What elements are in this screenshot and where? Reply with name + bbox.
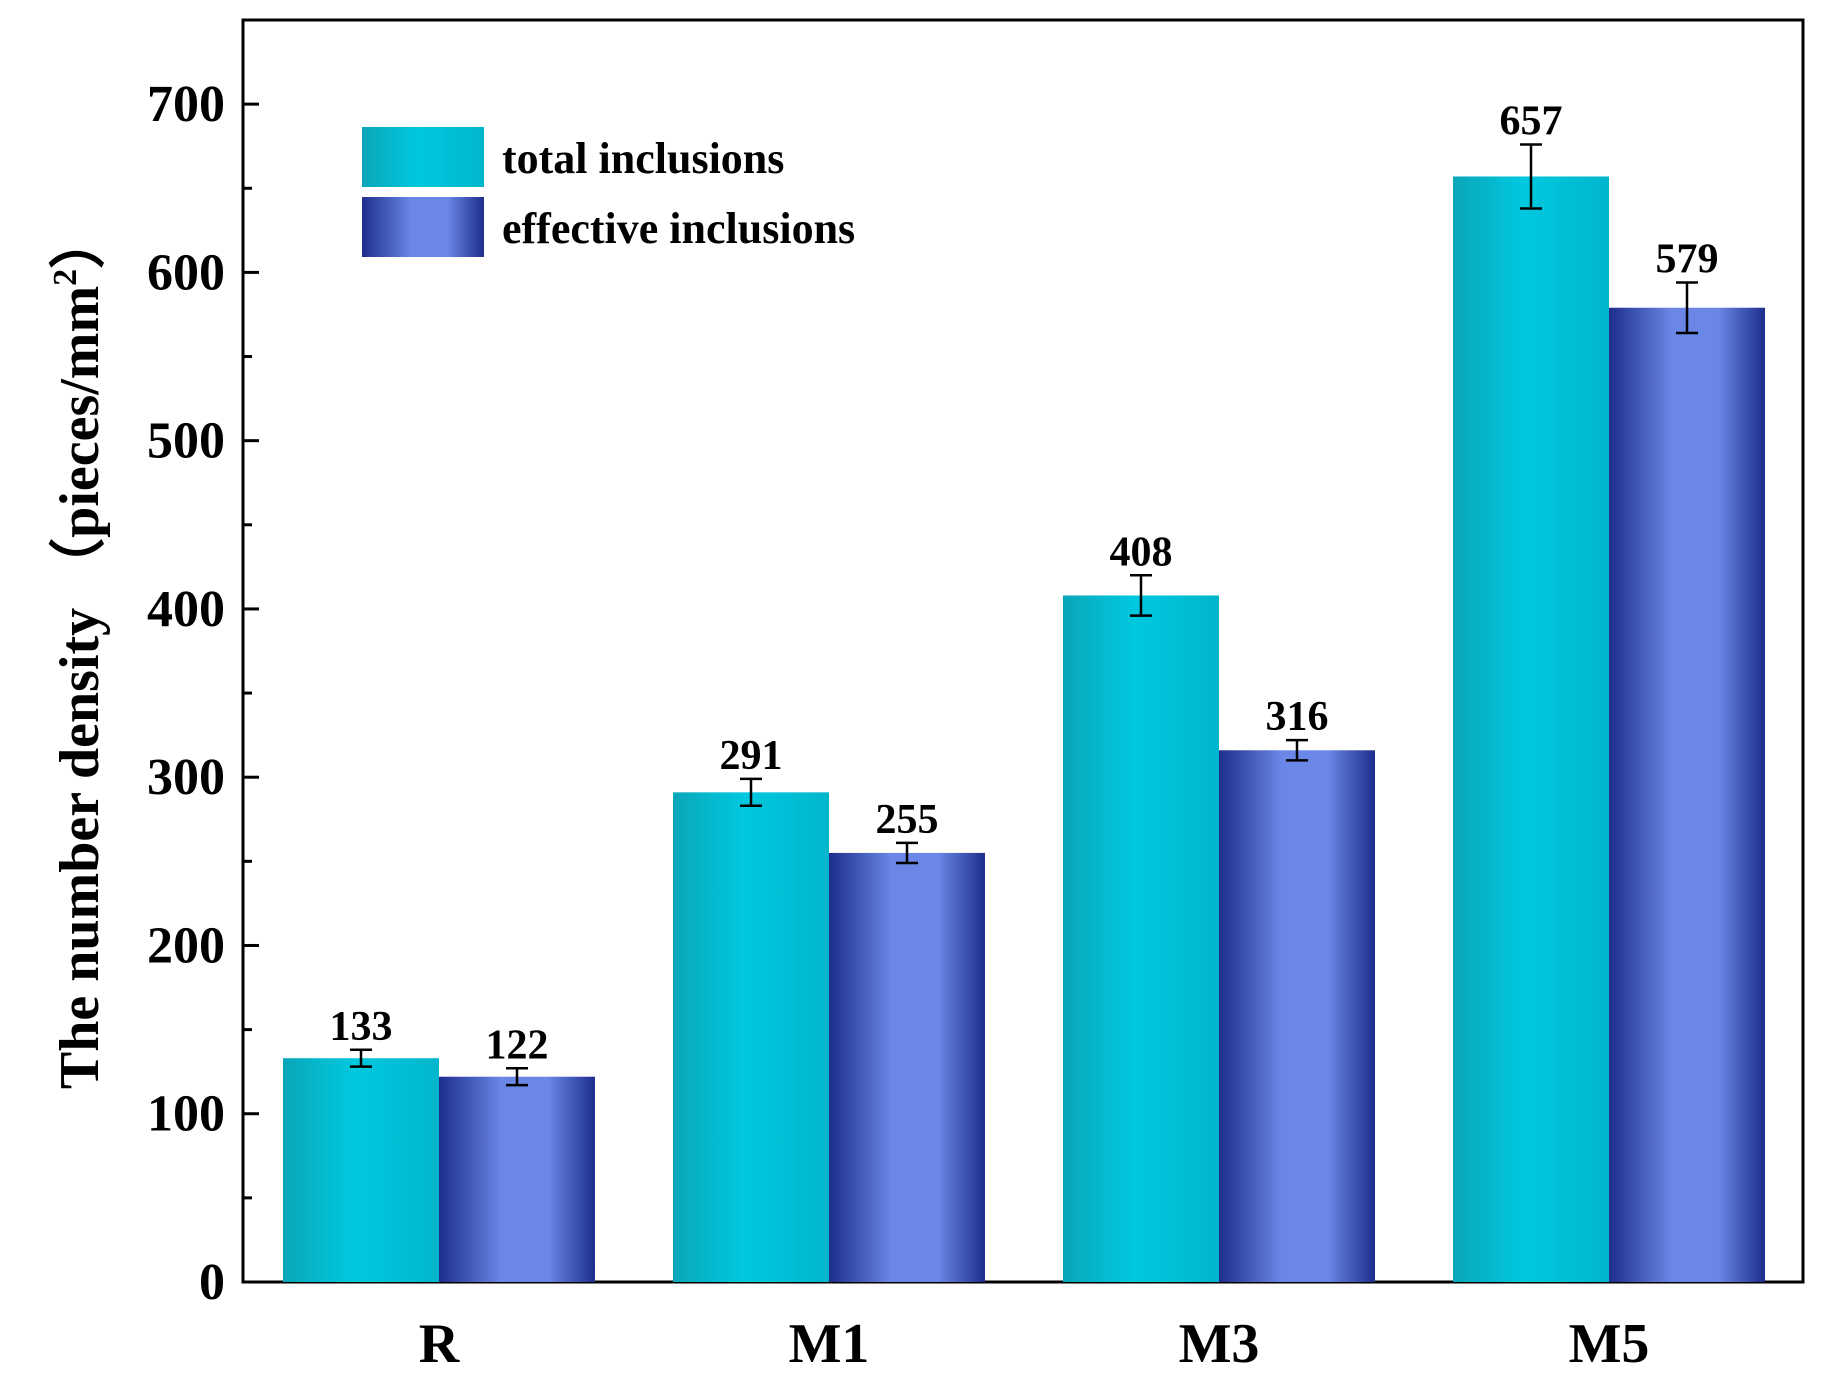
- legend-swatch-total: [362, 127, 484, 187]
- data-label-effective-m3: 316: [1266, 694, 1329, 740]
- bar-total-r: [283, 1058, 439, 1282]
- x-tick-label-m5: M5: [1569, 1313, 1650, 1375]
- data-label-effective-r: 122: [486, 1022, 549, 1068]
- plot-frame: [241, 18, 1805, 1284]
- bar-effective-m3: [1219, 750, 1375, 1282]
- y-axis-label: The number density （pieces/mm2）: [47, 213, 111, 1089]
- legend-swatch-effective: [362, 197, 484, 257]
- data-label-effective-m1: 255: [876, 797, 939, 843]
- legend: total inclusions effective inclusions: [362, 127, 855, 257]
- bar-effective-m1: [829, 852, 985, 1282]
- legend-label-effective: effective inclusions: [502, 204, 855, 253]
- y-tick-label: 600: [147, 244, 225, 301]
- data-label-total-m3: 408: [1110, 529, 1173, 575]
- y-tick-label: 0: [199, 1254, 225, 1311]
- y-tick-label: 400: [147, 581, 225, 638]
- data-label-total-r: 133: [330, 1004, 393, 1050]
- y-tick-label: 300: [147, 749, 225, 806]
- data-label-effective-m5: 579: [1656, 236, 1719, 282]
- y-tick-label: 100: [147, 1086, 225, 1143]
- data-labels: 133 122 291 255 408 316 657 579: [330, 99, 1719, 1069]
- legend-label-total: total inclusions: [502, 134, 784, 183]
- x-tick-labels: R M1 M3 M5: [419, 1313, 1650, 1375]
- data-label-total-m1: 291: [720, 733, 783, 779]
- y-axis-label-superscript: 2: [47, 269, 84, 286]
- x-tick-label-m3: M3: [1179, 1313, 1260, 1375]
- bar-total-m3: [1063, 595, 1219, 1282]
- y-axis-label-main: The number density （pieces/mm: [48, 286, 111, 1089]
- x-tick-label-m1: M1: [789, 1313, 870, 1375]
- y-tick-label: 200: [147, 917, 225, 974]
- y-axis-ticks: 0 100 200 300 400 500 600 700: [147, 18, 259, 1311]
- bar-total-m5: [1453, 176, 1609, 1282]
- y-axis-label-close: ）: [48, 213, 111, 269]
- bar-effective-r: [439, 1076, 595, 1282]
- error-bars: [350, 143, 1698, 1087]
- y-tick-label: 500: [147, 413, 225, 470]
- x-tick-label-r: R: [419, 1313, 460, 1375]
- bar-total-m1: [673, 792, 829, 1282]
- data-label-total-m5: 657: [1500, 99, 1563, 145]
- y-tick-label: 700: [147, 76, 225, 133]
- bars: [283, 176, 1765, 1283]
- bar-effective-m5: [1609, 307, 1765, 1283]
